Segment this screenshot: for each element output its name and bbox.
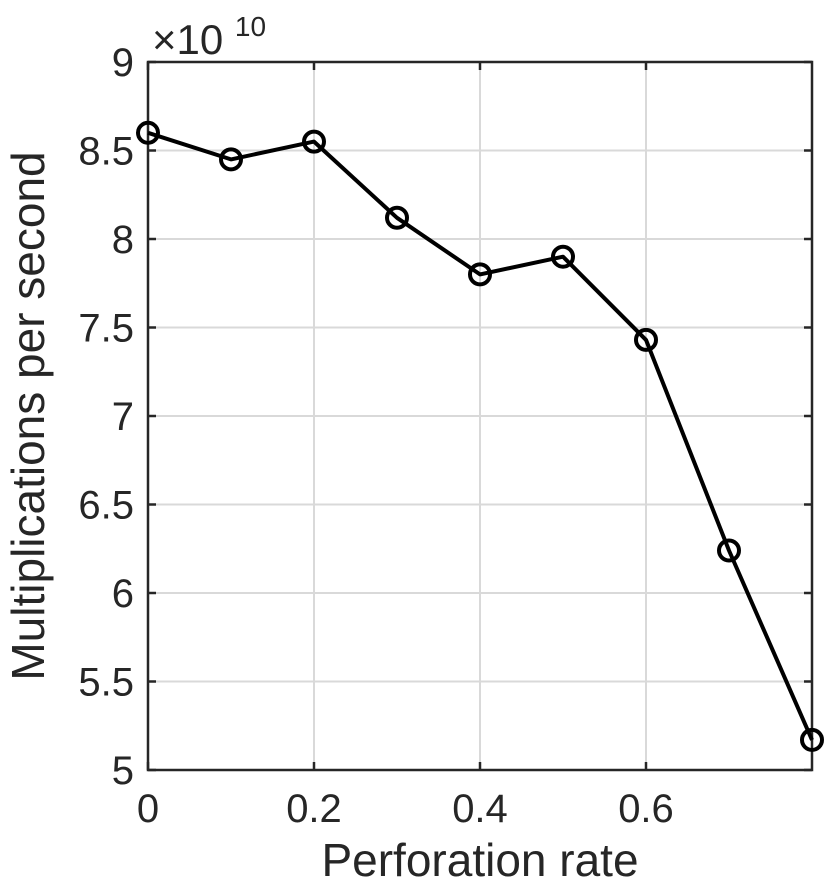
y-axis-exponent-label: ×10 10 bbox=[152, 11, 266, 63]
grid bbox=[147, 61, 812, 771]
x-axis-title: Perforation rate bbox=[321, 834, 638, 883]
data-point bbox=[302, 129, 326, 154]
x-tick-label: 0 bbox=[137, 787, 159, 831]
y-tick-label: 8 bbox=[112, 218, 134, 262]
y-tick-label: 9 bbox=[112, 41, 134, 85]
x-tick-label: 0.6 bbox=[618, 787, 674, 831]
data-point bbox=[800, 727, 824, 752]
y-tick-label: 6.5 bbox=[78, 484, 134, 528]
x-tick-label: 0.2 bbox=[286, 787, 342, 831]
y-tick-label: 7.5 bbox=[78, 307, 134, 351]
data-point bbox=[468, 262, 492, 287]
y-tick-label: 5 bbox=[112, 749, 134, 793]
x-tick-label: 0.4 bbox=[452, 787, 508, 831]
exponent-prefix: ×10 bbox=[152, 16, 223, 63]
series-line bbox=[147, 130, 814, 741]
data-point bbox=[551, 244, 575, 269]
axis-ticks bbox=[146, 60, 812, 772]
y-tick-label: 7 bbox=[112, 395, 134, 439]
data-point bbox=[385, 205, 409, 230]
y-axis-title: Multiplications per second bbox=[2, 151, 54, 680]
exponent-power: 10 bbox=[235, 11, 266, 42]
y-tick-label: 5.5 bbox=[78, 661, 134, 705]
data-point bbox=[219, 147, 243, 172]
data-point bbox=[634, 327, 658, 352]
y-tick-label: 6 bbox=[112, 572, 134, 616]
data-point bbox=[717, 538, 741, 563]
data-point bbox=[136, 120, 160, 145]
y-tick-label: 8.5 bbox=[78, 130, 134, 174]
tick-labels: 0 0.2 0.4 0.6 5 5.5 6 6.5 7 7.5 8 8.5 9 bbox=[78, 41, 673, 831]
data-series bbox=[136, 120, 824, 752]
